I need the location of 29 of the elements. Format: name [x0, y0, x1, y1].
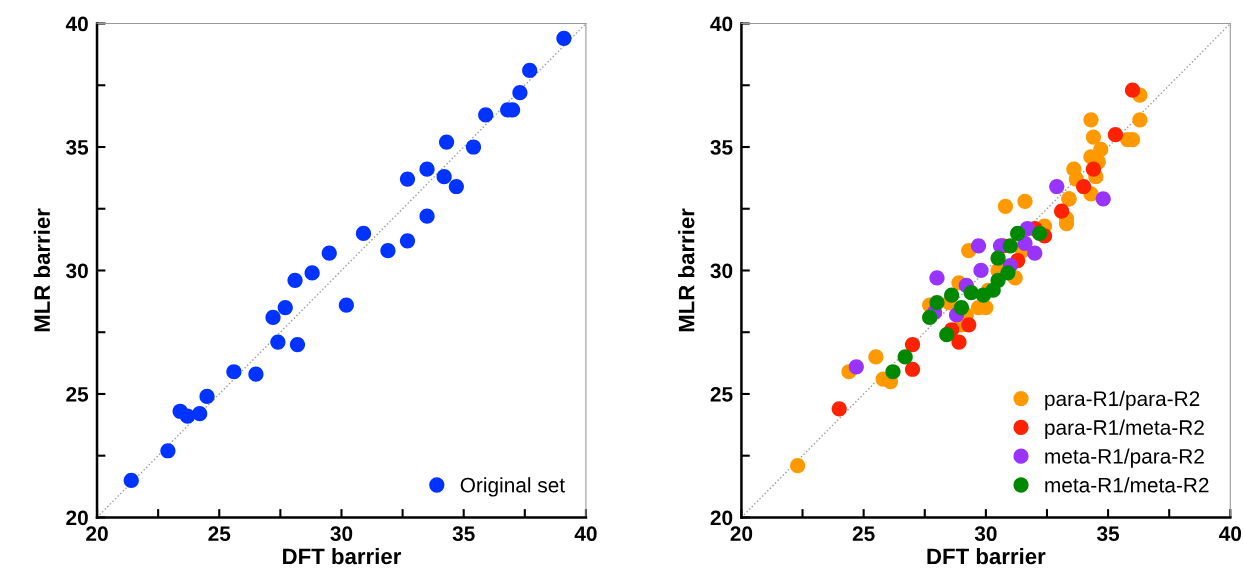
x-tick-label: 30	[974, 526, 997, 542]
x-axis-title: DFT barrier	[927, 547, 1046, 565]
x-axis-title: DFT barrier	[283, 547, 402, 565]
x-tick-label: 35	[452, 526, 475, 542]
y-tick-label: 20	[710, 510, 733, 526]
y-tick-label: 30	[710, 263, 733, 279]
y-axis-title: MLR barrier	[33, 208, 51, 332]
y-tick-label: 35	[710, 140, 733, 155]
x-tick-label: 25	[852, 526, 875, 542]
y-tick-label: 35	[66, 140, 89, 155]
y-tick-label: 25	[710, 386, 733, 402]
legend-label: para-R1/meta-R2	[1045, 419, 1204, 440]
y-tick-label: 40	[65, 16, 88, 32]
y-tick-label: 40	[710, 16, 733, 32]
x-tick-label: 20	[86, 526, 108, 542]
y-tick-label: 25	[66, 386, 89, 402]
legend-label: Original set	[460, 477, 565, 497]
x-tick-label: 40	[574, 526, 597, 542]
legend-label: meta-R1/para-R2	[1045, 448, 1204, 468]
x-tick-label: 40	[1219, 526, 1242, 542]
y-tick-label: 20	[66, 510, 88, 526]
y-tick-label: 30	[66, 263, 88, 279]
x-tick-label: 35	[1096, 526, 1120, 542]
legend-label: para-R1/para-R2	[1045, 390, 1200, 411]
x-tick-label: 20	[730, 526, 753, 542]
x-tick-label: 30	[330, 526, 353, 542]
y-axis-title: MLR barrier	[678, 208, 695, 332]
legend-label: meta-R1/meta-R2	[1045, 477, 1209, 493]
x-tick-label: 25	[208, 526, 231, 542]
